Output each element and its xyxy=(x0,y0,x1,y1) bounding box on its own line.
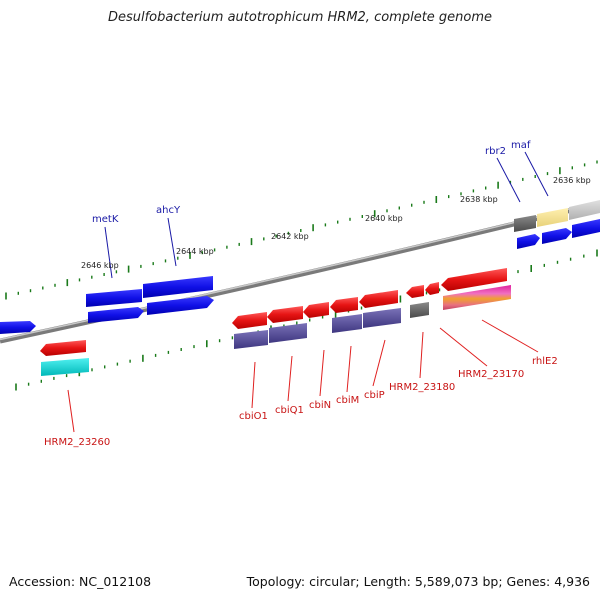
gene-arrow-cbiQ1[interactable] xyxy=(267,306,303,323)
gene-label-maf[interactable]: maf xyxy=(511,140,531,151)
gene-arrow-cbiM[interactable] xyxy=(330,297,358,313)
gene-label-HRM2_23170[interactable]: HRM2_23170 xyxy=(458,369,524,380)
feature-box-rhlE2[interactable] xyxy=(443,285,511,310)
feature-box-HRM2_23180[interactable] xyxy=(410,302,429,318)
scale-label-2642: 2642 kbp xyxy=(271,232,309,241)
gene-label-cbiO1[interactable]: cbiO1 xyxy=(239,411,268,422)
genome-summary-text: Topology: circular; Length: 5,589,073 bp… xyxy=(246,574,590,589)
gene-label-metK[interactable]: metK xyxy=(92,214,119,225)
leader-lines-reverse xyxy=(67,319,539,433)
gene-arrow-cbiP[interactable] xyxy=(359,290,398,308)
gene-arrow-right-partial[interactable] xyxy=(572,219,600,238)
scale-label-2640: 2640 kbp xyxy=(365,214,403,223)
feature-box-cbiP[interactable] xyxy=(363,308,401,328)
gene-label-ahcY[interactable]: ahcY xyxy=(156,205,181,216)
feature-box-cbiO1[interactable] xyxy=(234,330,268,349)
gene-label-rhlE2[interactable]: rhlE2 xyxy=(532,356,558,367)
gene-arrow-left-partial[interactable] xyxy=(0,321,36,334)
feature-box-rbr2[interactable] xyxy=(514,215,536,232)
map-title: Desulfobacterium autotrophicum HRM2, com… xyxy=(107,10,493,25)
gene-label-rbr2[interactable]: rbr2 xyxy=(485,146,506,157)
feature-box-HRM2_23260[interactable] xyxy=(41,358,89,376)
scale-label-2636: 2636 kbp xyxy=(553,176,591,185)
gene-arrow-rhlE2[interactable] xyxy=(441,268,507,291)
gene-arrow-cbiO1[interactable] xyxy=(232,312,267,329)
gene-label-HRM2_23180[interactable]: HRM2_23180 xyxy=(389,382,455,393)
gene-arrow-rbr2-lower[interactable] xyxy=(517,234,540,249)
scale-label-2638: 2638 kbp xyxy=(460,195,498,204)
feature-box-maf[interactable] xyxy=(537,208,568,227)
gene-arrow-ahcY[interactable] xyxy=(143,276,213,298)
scale-label-2646: 2646 kbp xyxy=(81,261,119,270)
gene-arrow-small[interactable] xyxy=(425,282,439,295)
feature-box-right-partial[interactable] xyxy=(569,200,600,220)
accession-text: Accession: NC_012108 xyxy=(9,574,152,589)
feature-box-cbiQ1[interactable] xyxy=(269,323,307,343)
gene-label-HRM2_23260[interactable]: HRM2_23260 xyxy=(44,437,110,448)
gene-arrow-HRM2_23260[interactable] xyxy=(40,340,86,356)
gene-label-cbiP[interactable]: cbiP xyxy=(364,390,385,401)
leader-lines-forward xyxy=(104,151,549,279)
gene-arrow-metK[interactable] xyxy=(86,289,142,307)
gene-arrow-ahcY-lower[interactable] xyxy=(147,296,214,315)
gene-arrow-maf-lower[interactable] xyxy=(542,228,572,244)
gene-label-cbiM[interactable]: cbiM xyxy=(336,395,359,406)
gene-arrow-cbiN[interactable] xyxy=(303,302,329,318)
feature-box-cbiM[interactable] xyxy=(332,314,362,333)
scale-label-2644: 2644 kbp xyxy=(176,247,214,256)
gene-arrow-metK-lower[interactable] xyxy=(88,307,144,323)
gene-label-cbiQ1[interactable]: cbiQ1 xyxy=(275,405,304,416)
gene-label-cbiN[interactable]: cbiN xyxy=(309,400,331,411)
gene-arrow-HRM2_23180[interactable] xyxy=(406,285,424,298)
